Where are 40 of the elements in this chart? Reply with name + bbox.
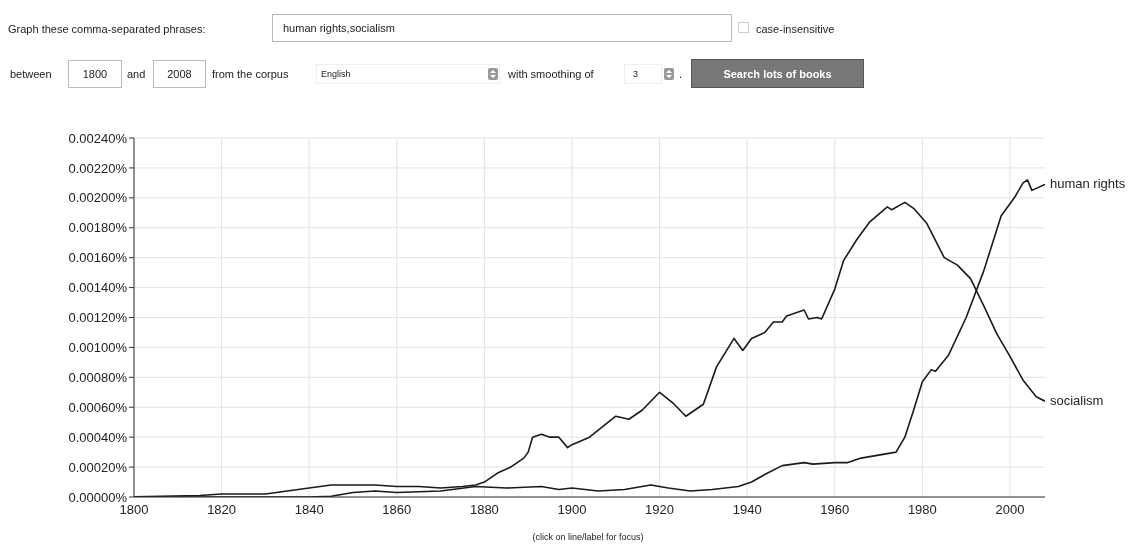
y-tick-label: 0.00240% xyxy=(68,130,128,146)
y-tick-label: 0.00080% xyxy=(68,369,128,385)
y-tick-label: 0.00100% xyxy=(68,340,128,356)
dropdown: English xyxy=(316,64,500,84)
button: Search lots of books xyxy=(691,59,864,88)
text-field: 3 xyxy=(624,64,662,84)
text-field: 1800 xyxy=(68,60,122,88)
x-tick-label: 1880 xyxy=(469,502,499,518)
text: . xyxy=(679,67,683,81)
x-tick-label: 1800 xyxy=(119,502,149,518)
x-tick-label: 1820 xyxy=(207,502,237,518)
text-field: 2008 xyxy=(153,60,206,88)
x-tick-label: 1960 xyxy=(820,502,850,518)
x-tick-label: 1920 xyxy=(645,502,675,518)
text: case-insensitive xyxy=(756,22,835,36)
x-tick-label: 1980 xyxy=(907,502,937,518)
text: Graph these comma-separated phrases: xyxy=(8,22,206,36)
text: from the corpus xyxy=(212,67,289,81)
y-tick-label: 0.00000% xyxy=(68,489,128,505)
y-tick-label: 0.00220% xyxy=(68,160,128,176)
y-tick-label: 0.00060% xyxy=(68,399,128,415)
x-tick-label: 1840 xyxy=(294,502,324,518)
y-tick-label: 0.00120% xyxy=(68,310,128,326)
x-tick-label: 1860 xyxy=(382,502,412,518)
series-label: human rights xyxy=(1050,176,1126,192)
series-label: socialism xyxy=(1050,393,1104,409)
text: with smoothing of xyxy=(508,67,594,81)
y-tick-label: 0.00160% xyxy=(68,250,128,266)
y-tick-label: 0.00180% xyxy=(68,220,128,236)
text: and xyxy=(127,67,146,81)
x-tick-label: 1940 xyxy=(732,502,762,518)
y-tick-label: 0.00040% xyxy=(68,429,128,445)
x-tick-label: 2000 xyxy=(995,502,1025,518)
text: (click on line/label for focus) xyxy=(531,532,645,542)
text: between xyxy=(10,67,52,81)
y-tick-label: 0.00020% xyxy=(68,459,128,475)
text-field: human rights,socialism xyxy=(272,14,732,42)
x-tick-label: 1900 xyxy=(557,502,587,518)
y-tick-label: 0.00140% xyxy=(68,280,128,296)
y-tick-label: 0.00200% xyxy=(68,190,128,206)
